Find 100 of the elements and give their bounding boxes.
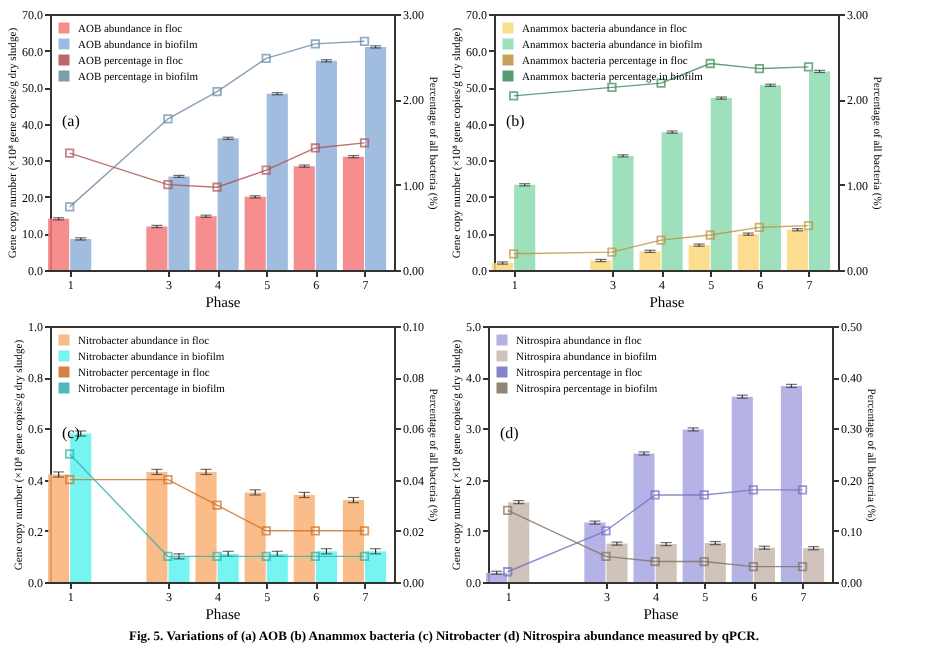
line-series xyxy=(65,36,370,212)
point xyxy=(503,567,513,577)
annotation: (a) xyxy=(62,112,81,130)
point xyxy=(656,235,666,245)
bar xyxy=(146,226,168,270)
point xyxy=(310,526,321,536)
bar xyxy=(704,543,726,582)
bar xyxy=(584,522,606,582)
line-series xyxy=(65,138,370,192)
bar xyxy=(655,544,677,582)
point xyxy=(607,82,617,93)
point xyxy=(163,474,173,485)
point xyxy=(261,551,271,562)
bar xyxy=(217,138,239,270)
line-series xyxy=(509,58,814,101)
point xyxy=(607,247,617,257)
annotation: (d) xyxy=(500,424,520,442)
bar xyxy=(731,396,753,582)
bar xyxy=(639,251,661,270)
point xyxy=(601,526,611,536)
point xyxy=(65,148,75,158)
bar xyxy=(365,551,387,582)
point xyxy=(212,87,222,97)
point xyxy=(212,500,222,510)
bar xyxy=(315,60,337,270)
point xyxy=(705,230,715,240)
point xyxy=(754,222,765,232)
bar xyxy=(168,176,190,270)
point xyxy=(748,485,759,495)
bar xyxy=(710,98,732,270)
bar xyxy=(737,234,759,270)
bar xyxy=(217,553,239,582)
point xyxy=(261,165,271,175)
point xyxy=(359,551,370,562)
bar xyxy=(342,156,365,270)
point xyxy=(803,220,814,231)
point xyxy=(310,551,321,562)
bar xyxy=(48,474,70,582)
point xyxy=(359,36,370,46)
bar xyxy=(780,385,803,582)
point xyxy=(601,551,611,562)
point xyxy=(65,449,75,459)
point xyxy=(310,39,321,49)
bar xyxy=(633,453,655,582)
bar xyxy=(803,548,825,582)
point xyxy=(650,490,660,500)
point xyxy=(748,562,759,572)
bar xyxy=(759,85,781,270)
bar xyxy=(514,184,536,270)
point xyxy=(212,551,222,562)
bar xyxy=(244,492,266,582)
point xyxy=(503,505,513,515)
point xyxy=(212,182,222,192)
line-series xyxy=(503,505,808,572)
bar xyxy=(682,429,704,582)
point xyxy=(163,551,173,562)
point xyxy=(699,556,709,567)
point xyxy=(803,62,814,72)
bar xyxy=(753,547,775,582)
point xyxy=(509,249,519,259)
bar xyxy=(266,553,288,582)
point xyxy=(65,202,75,212)
bar xyxy=(508,502,530,582)
bar xyxy=(590,260,612,270)
point xyxy=(261,53,271,64)
point xyxy=(359,138,370,148)
point xyxy=(261,526,271,536)
annotation: (c) xyxy=(62,424,81,442)
bar xyxy=(606,543,628,582)
bar xyxy=(244,196,266,270)
point xyxy=(163,114,173,124)
bar xyxy=(342,500,365,582)
line-series xyxy=(503,485,808,577)
point xyxy=(797,485,808,495)
annotation: (b) xyxy=(506,112,526,130)
bar xyxy=(195,216,217,270)
point xyxy=(705,58,715,69)
bar xyxy=(492,263,514,270)
bar xyxy=(266,93,288,270)
bar xyxy=(293,494,315,582)
bar xyxy=(809,71,831,270)
bar xyxy=(661,132,683,270)
point xyxy=(754,63,765,74)
point xyxy=(310,143,321,153)
bar xyxy=(48,218,70,270)
point xyxy=(163,180,173,190)
bar xyxy=(688,245,710,270)
bar xyxy=(365,46,387,270)
bar xyxy=(786,229,809,270)
point xyxy=(65,474,75,485)
bar xyxy=(146,471,168,582)
line-series xyxy=(509,220,814,259)
bar xyxy=(612,155,634,270)
bar xyxy=(486,572,508,582)
point xyxy=(359,526,370,536)
bar xyxy=(70,238,92,270)
bar xyxy=(195,471,217,582)
point xyxy=(797,562,808,572)
bar xyxy=(293,166,315,270)
point xyxy=(699,490,709,500)
